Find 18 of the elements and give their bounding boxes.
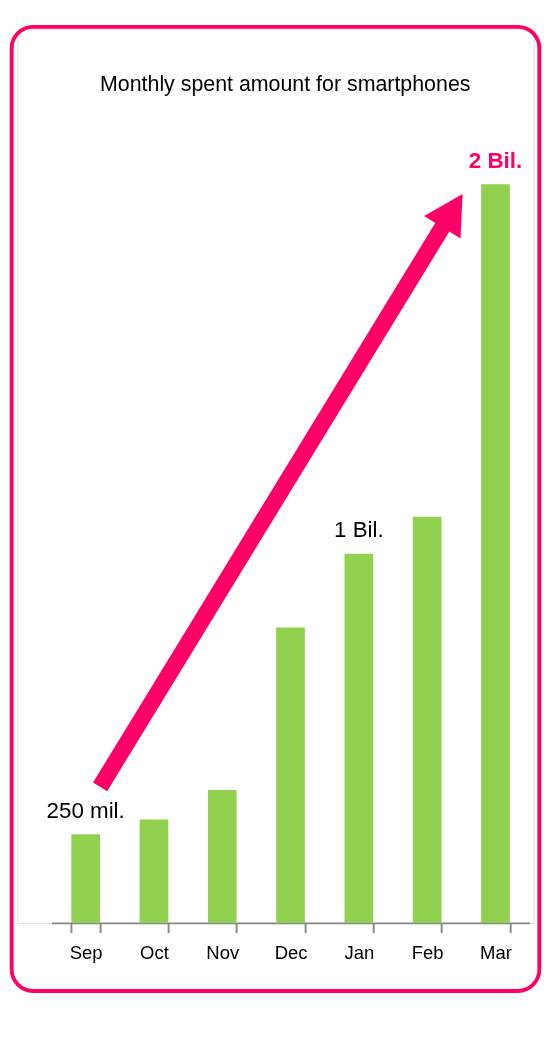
annotation: 250 mil. — [46, 797, 125, 823]
annotation: 1 Bil. — [334, 517, 384, 543]
x-tick-label: Dec — [274, 942, 308, 964]
x-tick-label: Oct — [140, 942, 169, 964]
x-tick-label: Sep — [69, 942, 103, 964]
bar — [344, 553, 374, 923]
chart-title: Monthly spent amount for smartphones — [100, 72, 471, 97]
bar — [412, 516, 442, 923]
x-tick-label: Jan — [344, 942, 375, 964]
bar — [276, 627, 305, 923]
x-tick-label: Feb — [411, 942, 444, 964]
bar — [71, 834, 100, 923]
x-tick-label: Mar — [480, 942, 512, 964]
x-tick-label: Nov — [206, 942, 240, 964]
bar — [481, 184, 510, 923]
bar — [139, 819, 169, 923]
bar — [207, 789, 237, 923]
text: 2 Bil. — [468, 147, 523, 173]
